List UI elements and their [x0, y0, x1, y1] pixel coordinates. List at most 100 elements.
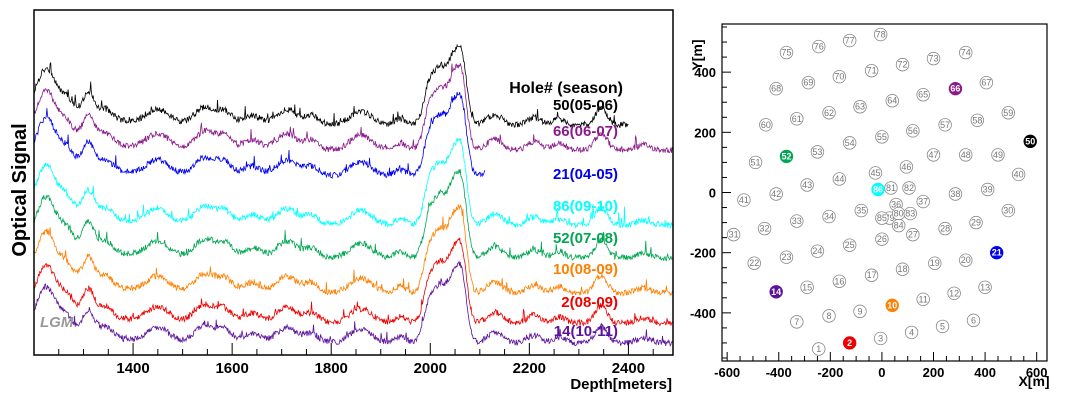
hole-marker-37: 37: [916, 194, 930, 209]
hole-circle: [854, 203, 868, 218]
hole-circle: [779, 45, 794, 60]
hole-label: 12: [949, 288, 959, 298]
hole-circle: [790, 214, 804, 228]
hole-marker-23: 23: [779, 250, 794, 264]
series-label-number: 14: [554, 323, 571, 340]
hole-label: 49: [993, 150, 1003, 160]
hole-circle: [906, 124, 920, 138]
right-x-tick-label: 400: [974, 365, 996, 380]
hole-label: 37: [918, 197, 928, 207]
hole-marker-83: 83: [903, 206, 917, 221]
hole-marker-24: 24: [810, 244, 825, 258]
series-line-hole-86: [33, 137, 673, 229]
hole-marker-69: 69: [801, 75, 816, 90]
hole-label: 50: [1025, 136, 1035, 146]
hole-circle: [1023, 134, 1037, 149]
hole-label: 31: [729, 230, 739, 240]
hole-circle: [871, 182, 885, 197]
hole-label: 38: [950, 189, 960, 199]
series-line-hole-14: [33, 260, 674, 347]
hole-circle: [969, 215, 983, 230]
right-x-tick-label: -600: [714, 365, 740, 380]
hole-circle: [842, 136, 857, 150]
hole-marker-3: 3: [873, 331, 888, 346]
hole-label: 40: [1014, 169, 1024, 179]
series-line-hole-50: [33, 43, 629, 129]
hole-marker-72: 72: [895, 57, 910, 72]
hole-marker-35: 35: [854, 203, 868, 218]
hole-circle: [948, 81, 963, 96]
hole-circle: [978, 280, 992, 294]
series-label-season: (05-06): [570, 97, 618, 114]
hole-label: 44: [834, 174, 844, 184]
hole-circle: [822, 209, 836, 224]
left-panel: 1400 1600 1800 2000 2200 2400 Optical Signal …: [9, 9, 674, 393]
hole-label: 20: [961, 255, 971, 265]
hole-circle: [757, 221, 772, 236]
hole-label: 45: [870, 168, 880, 178]
hole-marker-4: 4: [904, 325, 919, 340]
hole-circle: [891, 218, 906, 233]
hole-marker-1: 1: [812, 342, 826, 356]
hole-marker-44: 44: [832, 172, 847, 186]
hole-label: 21: [992, 248, 1002, 258]
hole-marker-55: 55: [875, 130, 889, 144]
series-label-season: (08-09): [570, 294, 618, 311]
hole-label: 55: [877, 132, 887, 142]
hole-label: 2: [847, 338, 852, 348]
left-x-tick-label: 2400: [612, 360, 645, 377]
series-label-hole-21: 21(04-05): [553, 166, 618, 183]
hole-circle: [801, 75, 816, 90]
hole-circle: [832, 69, 847, 84]
hole-circle: [935, 319, 950, 334]
hole-label: 19: [930, 258, 940, 268]
series-label-hole-52: 52(07-08): [553, 230, 618, 247]
hole-circle: [853, 100, 867, 114]
hole-label: 10: [887, 300, 897, 310]
hole-circle: [790, 112, 804, 126]
hole-label: 5: [940, 321, 945, 331]
hole-marker-54: 54: [842, 136, 857, 150]
hole-circle: [1011, 167, 1026, 182]
hole-marker-16: 16: [832, 274, 847, 288]
right-x-axis-title: X[m]: [1018, 373, 1049, 389]
hole-label: 71: [867, 66, 877, 76]
hole-label: 80: [894, 209, 904, 219]
hole-label: 43: [802, 180, 812, 190]
left-x-tick-label: 1600: [215, 360, 248, 377]
hole-label: 23: [781, 252, 791, 262]
left-plot-frame: [33, 9, 674, 356]
series-label-season: (10-11): [570, 323, 618, 340]
series-label-season: (04-05): [570, 166, 618, 183]
hole-marker-17: 17: [864, 268, 879, 282]
hole-marker-49: 49: [991, 148, 1005, 162]
hole-marker-59: 59: [1001, 106, 1016, 120]
hole-circle: [895, 262, 910, 276]
left-x-tick-label: 1800: [315, 360, 348, 377]
hole-label: 14: [771, 287, 781, 297]
hole-marker-56: 56: [906, 124, 920, 138]
hole-marker-78: 78: [873, 27, 888, 42]
left-x-tick-label: 1400: [116, 360, 149, 377]
hole-circle: [779, 149, 794, 164]
hole-marker-70: 70: [832, 69, 847, 84]
hole-marker-38: 38: [948, 187, 963, 201]
series-line-hole-52: [33, 169, 673, 262]
hole-label: 68: [771, 84, 781, 94]
series-label-season: (06-07): [570, 123, 618, 140]
hole-circle: [926, 51, 941, 66]
hole-marker-74: 74: [959, 45, 973, 60]
hole-marker-7: 7: [790, 315, 804, 329]
hole-marker-39: 39: [980, 182, 995, 197]
hole-label: 74: [961, 48, 971, 58]
hole-marker-2: 2: [842, 336, 857, 350]
hole-circle: [895, 57, 910, 72]
series-label-hole-66: 66(06-07): [553, 123, 618, 140]
series-label-hole-86: 86(09-10): [553, 198, 618, 215]
hole-marker-46: 46: [899, 160, 914, 174]
hole-label: 27: [908, 230, 918, 240]
hole-marker-45: 45: [868, 166, 883, 180]
hole-label: 78: [876, 30, 886, 40]
hole-label: 16: [834, 276, 844, 286]
hole-marker-63: 63: [853, 100, 867, 114]
